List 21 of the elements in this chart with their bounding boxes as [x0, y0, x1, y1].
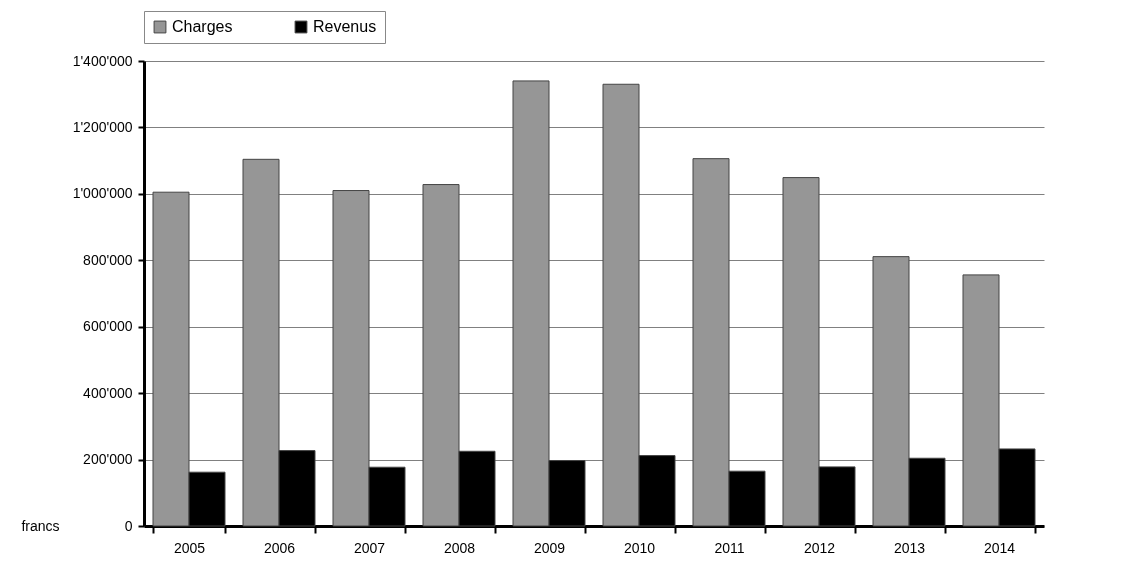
y-axis-title: francs [21, 517, 60, 534]
legend-label: Revenus [313, 18, 377, 35]
y-tick-label: 400'000 [83, 384, 133, 401]
x-tick-label: 2013 [893, 539, 926, 556]
x-tick-label: 2008 [443, 539, 476, 556]
x-tick-label: 2011 [714, 539, 745, 556]
y-tick-label: 800'000 [83, 251, 133, 268]
y-tick-label: 1'200'000 [72, 118, 133, 135]
x-tick-label: 2010 [623, 539, 656, 556]
x-tick-label: 2012 [803, 539, 836, 556]
y-tick-label: 0 [124, 517, 133, 534]
y-tick-label: 200'000 [83, 451, 133, 468]
y-tick-label: 1'000'000 [72, 185, 133, 202]
legend-label: Charges [172, 18, 233, 35]
x-tick-label: 2007 [353, 539, 386, 556]
x-tick-label: 2014 [983, 539, 1016, 556]
x-tick-label: 2005 [173, 539, 206, 556]
y-tick-label: 1'400'000 [72, 52, 133, 69]
x-tick-label: 2009 [533, 539, 566, 556]
y-tick-label: 600'000 [83, 318, 133, 335]
x-tick-label: 2006 [263, 539, 296, 556]
